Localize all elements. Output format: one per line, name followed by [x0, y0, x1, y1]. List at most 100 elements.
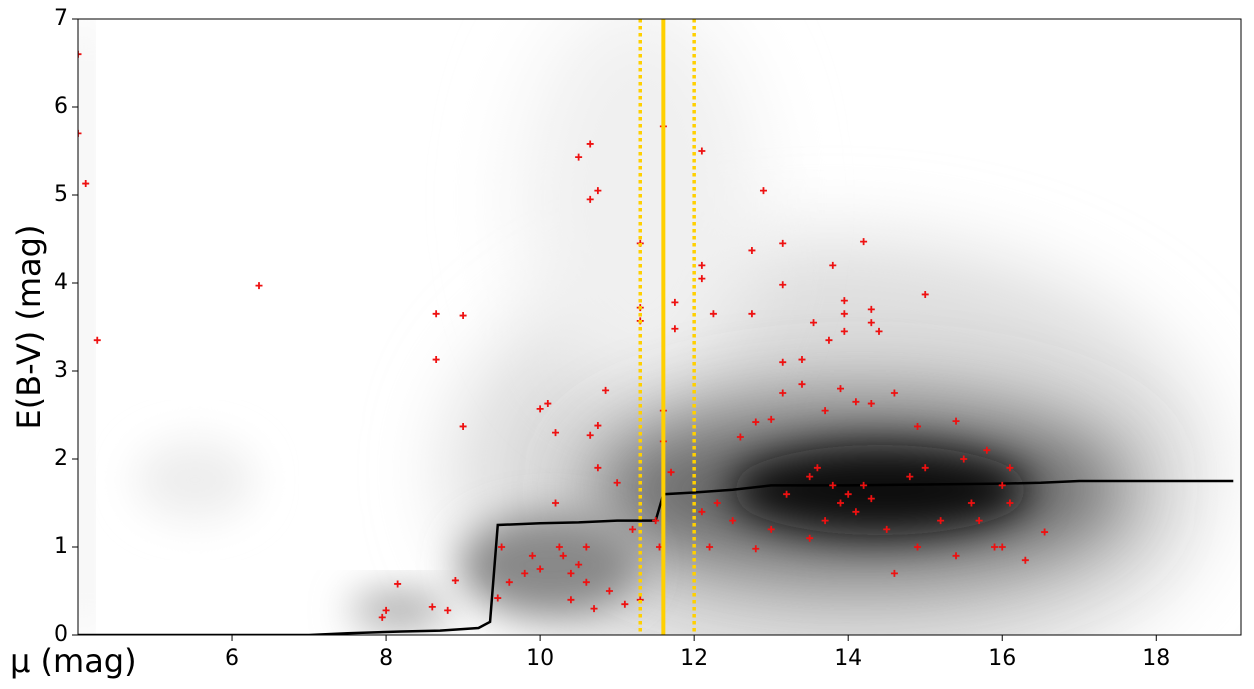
scatter-point	[698, 275, 706, 283]
scatter-point	[552, 499, 560, 507]
scatter-point	[783, 490, 791, 498]
scatter-point	[382, 606, 390, 614]
scatter-point	[829, 481, 837, 489]
scatter-point	[798, 356, 806, 364]
scatter-point	[883, 525, 891, 533]
scatter-point	[432, 310, 440, 318]
y-tick-label: 2	[54, 446, 68, 471]
scatter-point	[1021, 556, 1029, 564]
scatter-point	[998, 481, 1006, 489]
scatter-point	[748, 246, 756, 254]
scatter-point	[505, 578, 513, 586]
scatter-point	[840, 327, 848, 335]
scatter-point	[594, 187, 602, 195]
scatter-point	[921, 290, 929, 298]
scatter-point	[914, 543, 922, 551]
x-tick-label: 16	[988, 646, 1016, 671]
scatter-point	[605, 587, 613, 595]
scatter-point	[998, 543, 1006, 551]
scatter-point	[767, 415, 775, 423]
scatter-point	[860, 481, 868, 489]
scatter-point	[78, 50, 82, 58]
y-tick-label: 3	[54, 358, 68, 383]
trend-line	[78, 479, 1234, 635]
scatter-point	[494, 594, 502, 602]
y-tick-label: 7	[54, 6, 68, 31]
scatter-point	[798, 380, 806, 388]
scatter-point	[914, 422, 922, 430]
scatter-point	[890, 389, 898, 397]
x-tick-label: 10	[526, 646, 554, 671]
scatter-point	[921, 464, 929, 472]
scatter-point	[821, 407, 829, 415]
scatter-point	[852, 398, 860, 406]
density-blob	[135, 440, 255, 520]
scatter-point	[975, 517, 983, 525]
x-axis-label: μ (mag)	[10, 642, 137, 680]
scatter-point	[394, 580, 402, 588]
scatter-point	[767, 525, 775, 533]
scatter-point	[621, 600, 629, 608]
scatter-point	[459, 312, 467, 320]
scatter-point	[706, 543, 714, 551]
scatter-point	[671, 325, 679, 333]
scatter-point	[652, 517, 660, 525]
scatter-point	[559, 552, 567, 560]
scatter-point	[736, 433, 744, 441]
scatter-point	[567, 569, 575, 577]
scatter-point	[867, 319, 875, 327]
scatter-point	[825, 336, 833, 344]
scatter-point	[698, 508, 706, 516]
scatter-point	[82, 180, 90, 188]
scatter-point	[698, 261, 706, 269]
scatter-point	[567, 596, 575, 604]
scatter-point	[752, 545, 760, 553]
scatter-point	[528, 552, 536, 560]
y-axis-label: E(B-V) (mag)	[10, 225, 48, 430]
scatter-point	[432, 356, 440, 364]
scatter-point	[821, 517, 829, 525]
scatter-point	[779, 389, 787, 397]
scatter-point	[1006, 464, 1014, 472]
scatter-point	[748, 310, 756, 318]
scatter-point	[960, 455, 968, 463]
scatter-point	[536, 565, 544, 573]
scatter-point	[952, 552, 960, 560]
scatter-point	[836, 499, 844, 507]
scatter-point	[840, 297, 848, 305]
x-tick-label: 8	[379, 646, 393, 671]
scatter-point	[451, 576, 459, 584]
scatter-point	[78, 129, 82, 137]
scatter-point	[952, 417, 960, 425]
scatter-point	[594, 422, 602, 430]
scatter-point	[759, 187, 767, 195]
scatter-point	[378, 613, 386, 621]
x-tick-label: 18	[1142, 646, 1170, 671]
scatter-point	[698, 147, 706, 155]
scatter-point	[552, 429, 560, 437]
scatter-point	[779, 281, 787, 289]
scatter-point	[521, 569, 529, 577]
y-tick-label: 5	[54, 182, 68, 207]
scatter-point	[613, 479, 621, 487]
scatter-point	[867, 400, 875, 408]
scatter-point	[810, 319, 818, 327]
scatter-point	[779, 239, 787, 247]
scatter-point	[844, 490, 852, 498]
scatter-point	[602, 386, 610, 394]
scatter-point	[729, 517, 737, 525]
scatter-point	[983, 446, 991, 454]
scatter-point	[93, 336, 101, 344]
density-halo	[520, 19, 760, 400]
scatter-point	[582, 543, 590, 551]
density-peak	[730, 445, 1030, 535]
scatter-point	[813, 464, 821, 472]
scatter-point	[544, 400, 552, 408]
scatter-point	[840, 310, 848, 318]
plot-area	[78, 19, 1234, 635]
scatter-point	[991, 543, 999, 551]
scatter-point	[806, 473, 814, 481]
scatter-point	[555, 543, 563, 551]
scatter-point	[836, 385, 844, 393]
